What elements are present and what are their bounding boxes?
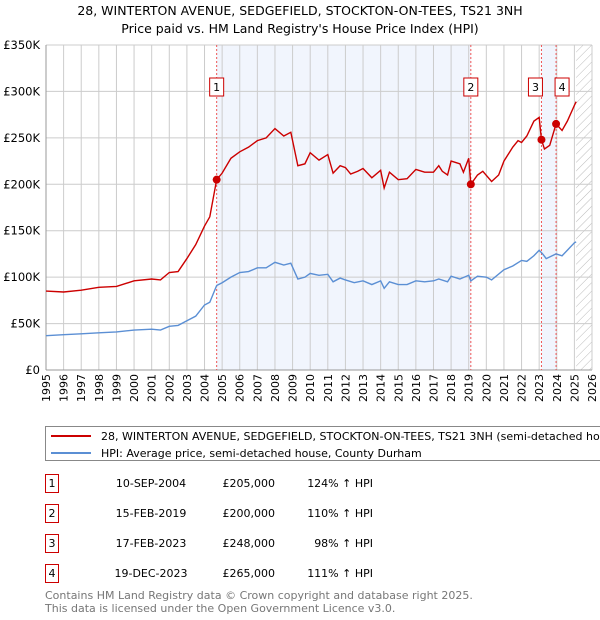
sale-row: 4 19-DEC-2023 £265,000 111% ↑ HPI bbox=[45, 564, 445, 584]
sale-label: 1 bbox=[213, 81, 220, 94]
series-line bbox=[45, 241, 577, 337]
sale-point bbox=[212, 175, 221, 184]
sale-number: 2 bbox=[45, 504, 59, 523]
sale-point bbox=[466, 180, 475, 189]
x-tick-label: 2026 bbox=[586, 374, 599, 402]
x-tick-label: 2009 bbox=[287, 374, 300, 402]
chart-title: 28, WINTERTON AVENUE, SEDGEFIELD, STOCKT… bbox=[77, 3, 523, 18]
x-tick-label: 2024 bbox=[551, 374, 564, 402]
x-tick-label: 1995 bbox=[40, 374, 53, 402]
x-tick-label: 2022 bbox=[516, 374, 529, 402]
y-tick-label: £350K bbox=[3, 38, 40, 52]
x-tick-label: 2001 bbox=[146, 374, 159, 402]
series-line bbox=[45, 101, 577, 293]
y-tick-label: £50K bbox=[11, 317, 41, 331]
sale-point bbox=[552, 119, 561, 128]
x-tick-label: 2003 bbox=[181, 374, 194, 402]
x-tick-label: 2016 bbox=[410, 374, 423, 402]
x-tick-label: 2006 bbox=[234, 374, 247, 402]
sale-hpi-change: 124% ↑ HPI bbox=[307, 477, 373, 490]
legend-swatch-blue bbox=[51, 452, 91, 454]
sale-price: £205,000 bbox=[222, 477, 276, 490]
sale-hpi-change: 111% ↑ HPI bbox=[307, 567, 373, 580]
sale-price: £248,000 bbox=[222, 537, 276, 550]
x-tick-label: 2013 bbox=[357, 374, 370, 402]
sale-number: 1 bbox=[45, 474, 59, 493]
x-tick-label: 2021 bbox=[498, 374, 511, 402]
footer-line-1: Contains HM Land Registry data © Crown c… bbox=[45, 589, 473, 602]
sale-number: 3 bbox=[45, 534, 59, 553]
sale-date: 19-DEC-2023 bbox=[114, 567, 188, 580]
sale-row: 2 15-FEB-2019 £200,000 110% ↑ HPI bbox=[45, 504, 445, 524]
legend-item-property: 28, WINTERTON AVENUE, SEDGEFIELD, STOCKT… bbox=[51, 429, 600, 443]
sale-label-box bbox=[554, 77, 570, 97]
sale-price: £265,000 bbox=[222, 567, 276, 580]
y-tick-label: £100K bbox=[3, 270, 40, 284]
x-tick-label: 2014 bbox=[375, 374, 388, 402]
y-tick-label: £300K bbox=[3, 84, 40, 98]
shaded-period bbox=[216, 45, 471, 370]
sale-label-box bbox=[463, 77, 479, 97]
legend-swatch-red bbox=[51, 435, 91, 437]
sale-hpi-change: 98% ↑ HPI bbox=[314, 537, 373, 550]
plot-area: 1995 1996 1997 1998 1999 2000 2001 2002 2003 2004… bbox=[3, 38, 599, 402]
x-tick-label: 2023 bbox=[533, 374, 546, 402]
x-tick-label: 2012 bbox=[339, 374, 352, 402]
sale-price: £200,000 bbox=[222, 507, 276, 520]
sale-point bbox=[537, 135, 546, 144]
y-tick-label: £200K bbox=[3, 177, 40, 191]
x-tick-label: 2017 bbox=[427, 374, 440, 402]
sale-label-box bbox=[209, 77, 225, 97]
x-tick-label: 2000 bbox=[128, 374, 141, 402]
chart-subtitle: Price paid vs. HM Land Registry's House … bbox=[121, 21, 479, 36]
x-tick-label: 2019 bbox=[463, 374, 476, 402]
x-tick-label: 1999 bbox=[110, 374, 123, 402]
x-tick-label: 2004 bbox=[199, 374, 212, 402]
sale-label-box bbox=[527, 77, 543, 97]
x-tick-label: 1997 bbox=[75, 374, 88, 402]
sale-date: 17-FEB-2023 bbox=[115, 537, 187, 550]
x-tick-label: 1996 bbox=[58, 374, 71, 402]
x-tick-label: 2020 bbox=[480, 374, 493, 402]
footer-line-2: This data is licensed under the Open Gov… bbox=[45, 602, 396, 615]
x-tick-label: 2015 bbox=[392, 374, 405, 402]
y-tick-label: £250K bbox=[3, 131, 40, 145]
x-tick-label: 2005 bbox=[216, 374, 229, 402]
legend: 28, WINTERTON AVENUE, SEDGEFIELD, STOCKT… bbox=[45, 426, 600, 461]
x-tick-label: 2010 bbox=[304, 374, 317, 402]
legend-label: HPI: Average price, semi-detached house,… bbox=[101, 446, 422, 460]
x-tick-label: 1998 bbox=[93, 374, 106, 402]
sale-date: 10-SEP-2004 bbox=[115, 477, 187, 490]
legend-item-hpi: HPI: Average price, semi-detached house,… bbox=[51, 446, 422, 460]
sale-row: 1 10-SEP-2004 £205,000 124% ↑ HPI bbox=[45, 474, 445, 494]
x-tick-label: 2002 bbox=[163, 374, 176, 402]
sale-label: 4 bbox=[559, 81, 566, 94]
shaded-period bbox=[541, 45, 557, 370]
x-tick-label: 2018 bbox=[445, 374, 458, 402]
y-tick-label: £0 bbox=[25, 363, 40, 377]
x-tick-label: 2007 bbox=[251, 374, 264, 402]
x-tick-label: 2025 bbox=[568, 374, 581, 402]
future-hatch bbox=[576, 45, 592, 370]
sale-number: 4 bbox=[45, 564, 59, 583]
sale-row: 3 17-FEB-2023 £248,000 98% ↑ HPI bbox=[45, 534, 445, 554]
y-tick-label: £150K bbox=[3, 224, 40, 238]
sale-date: 15-FEB-2019 bbox=[115, 507, 187, 520]
sale-label: 2 bbox=[467, 81, 474, 94]
x-tick-label: 2011 bbox=[322, 374, 335, 402]
sale-hpi-change: 110% ↑ HPI bbox=[307, 507, 373, 520]
x-tick-label: 2008 bbox=[269, 374, 282, 402]
sale-label: 3 bbox=[532, 81, 539, 94]
legend-label: 28, WINTERTON AVENUE, SEDGEFIELD, STOCKT… bbox=[101, 429, 600, 443]
